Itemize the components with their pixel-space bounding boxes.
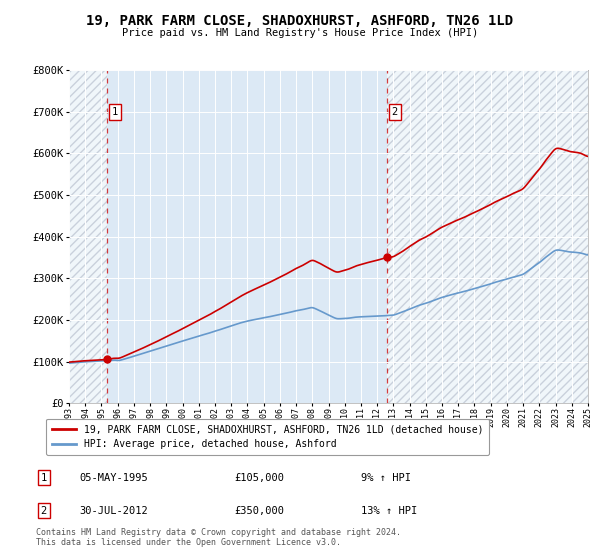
Text: 2: 2 (391, 106, 398, 116)
Text: £105,000: £105,000 (234, 473, 284, 483)
Text: 9% ↑ HPI: 9% ↑ HPI (361, 473, 411, 483)
Text: Contains HM Land Registry data © Crown copyright and database right 2024.
This d: Contains HM Land Registry data © Crown c… (35, 528, 401, 547)
Text: 05-MAY-1995: 05-MAY-1995 (80, 473, 148, 483)
Text: 1: 1 (112, 106, 118, 116)
Legend: 19, PARK FARM CLOSE, SHADOXHURST, ASHFORD, TN26 1LD (detached house), HPI: Avera: 19, PARK FARM CLOSE, SHADOXHURST, ASHFOR… (46, 418, 489, 455)
Text: 1: 1 (41, 473, 47, 483)
Text: Price paid vs. HM Land Registry's House Price Index (HPI): Price paid vs. HM Land Registry's House … (122, 28, 478, 38)
Text: 30-JUL-2012: 30-JUL-2012 (80, 506, 148, 516)
Text: £350,000: £350,000 (234, 506, 284, 516)
Text: 13% ↑ HPI: 13% ↑ HPI (361, 506, 418, 516)
Text: 19, PARK FARM CLOSE, SHADOXHURST, ASHFORD, TN26 1LD: 19, PARK FARM CLOSE, SHADOXHURST, ASHFOR… (86, 14, 514, 28)
Text: 2: 2 (41, 506, 47, 516)
